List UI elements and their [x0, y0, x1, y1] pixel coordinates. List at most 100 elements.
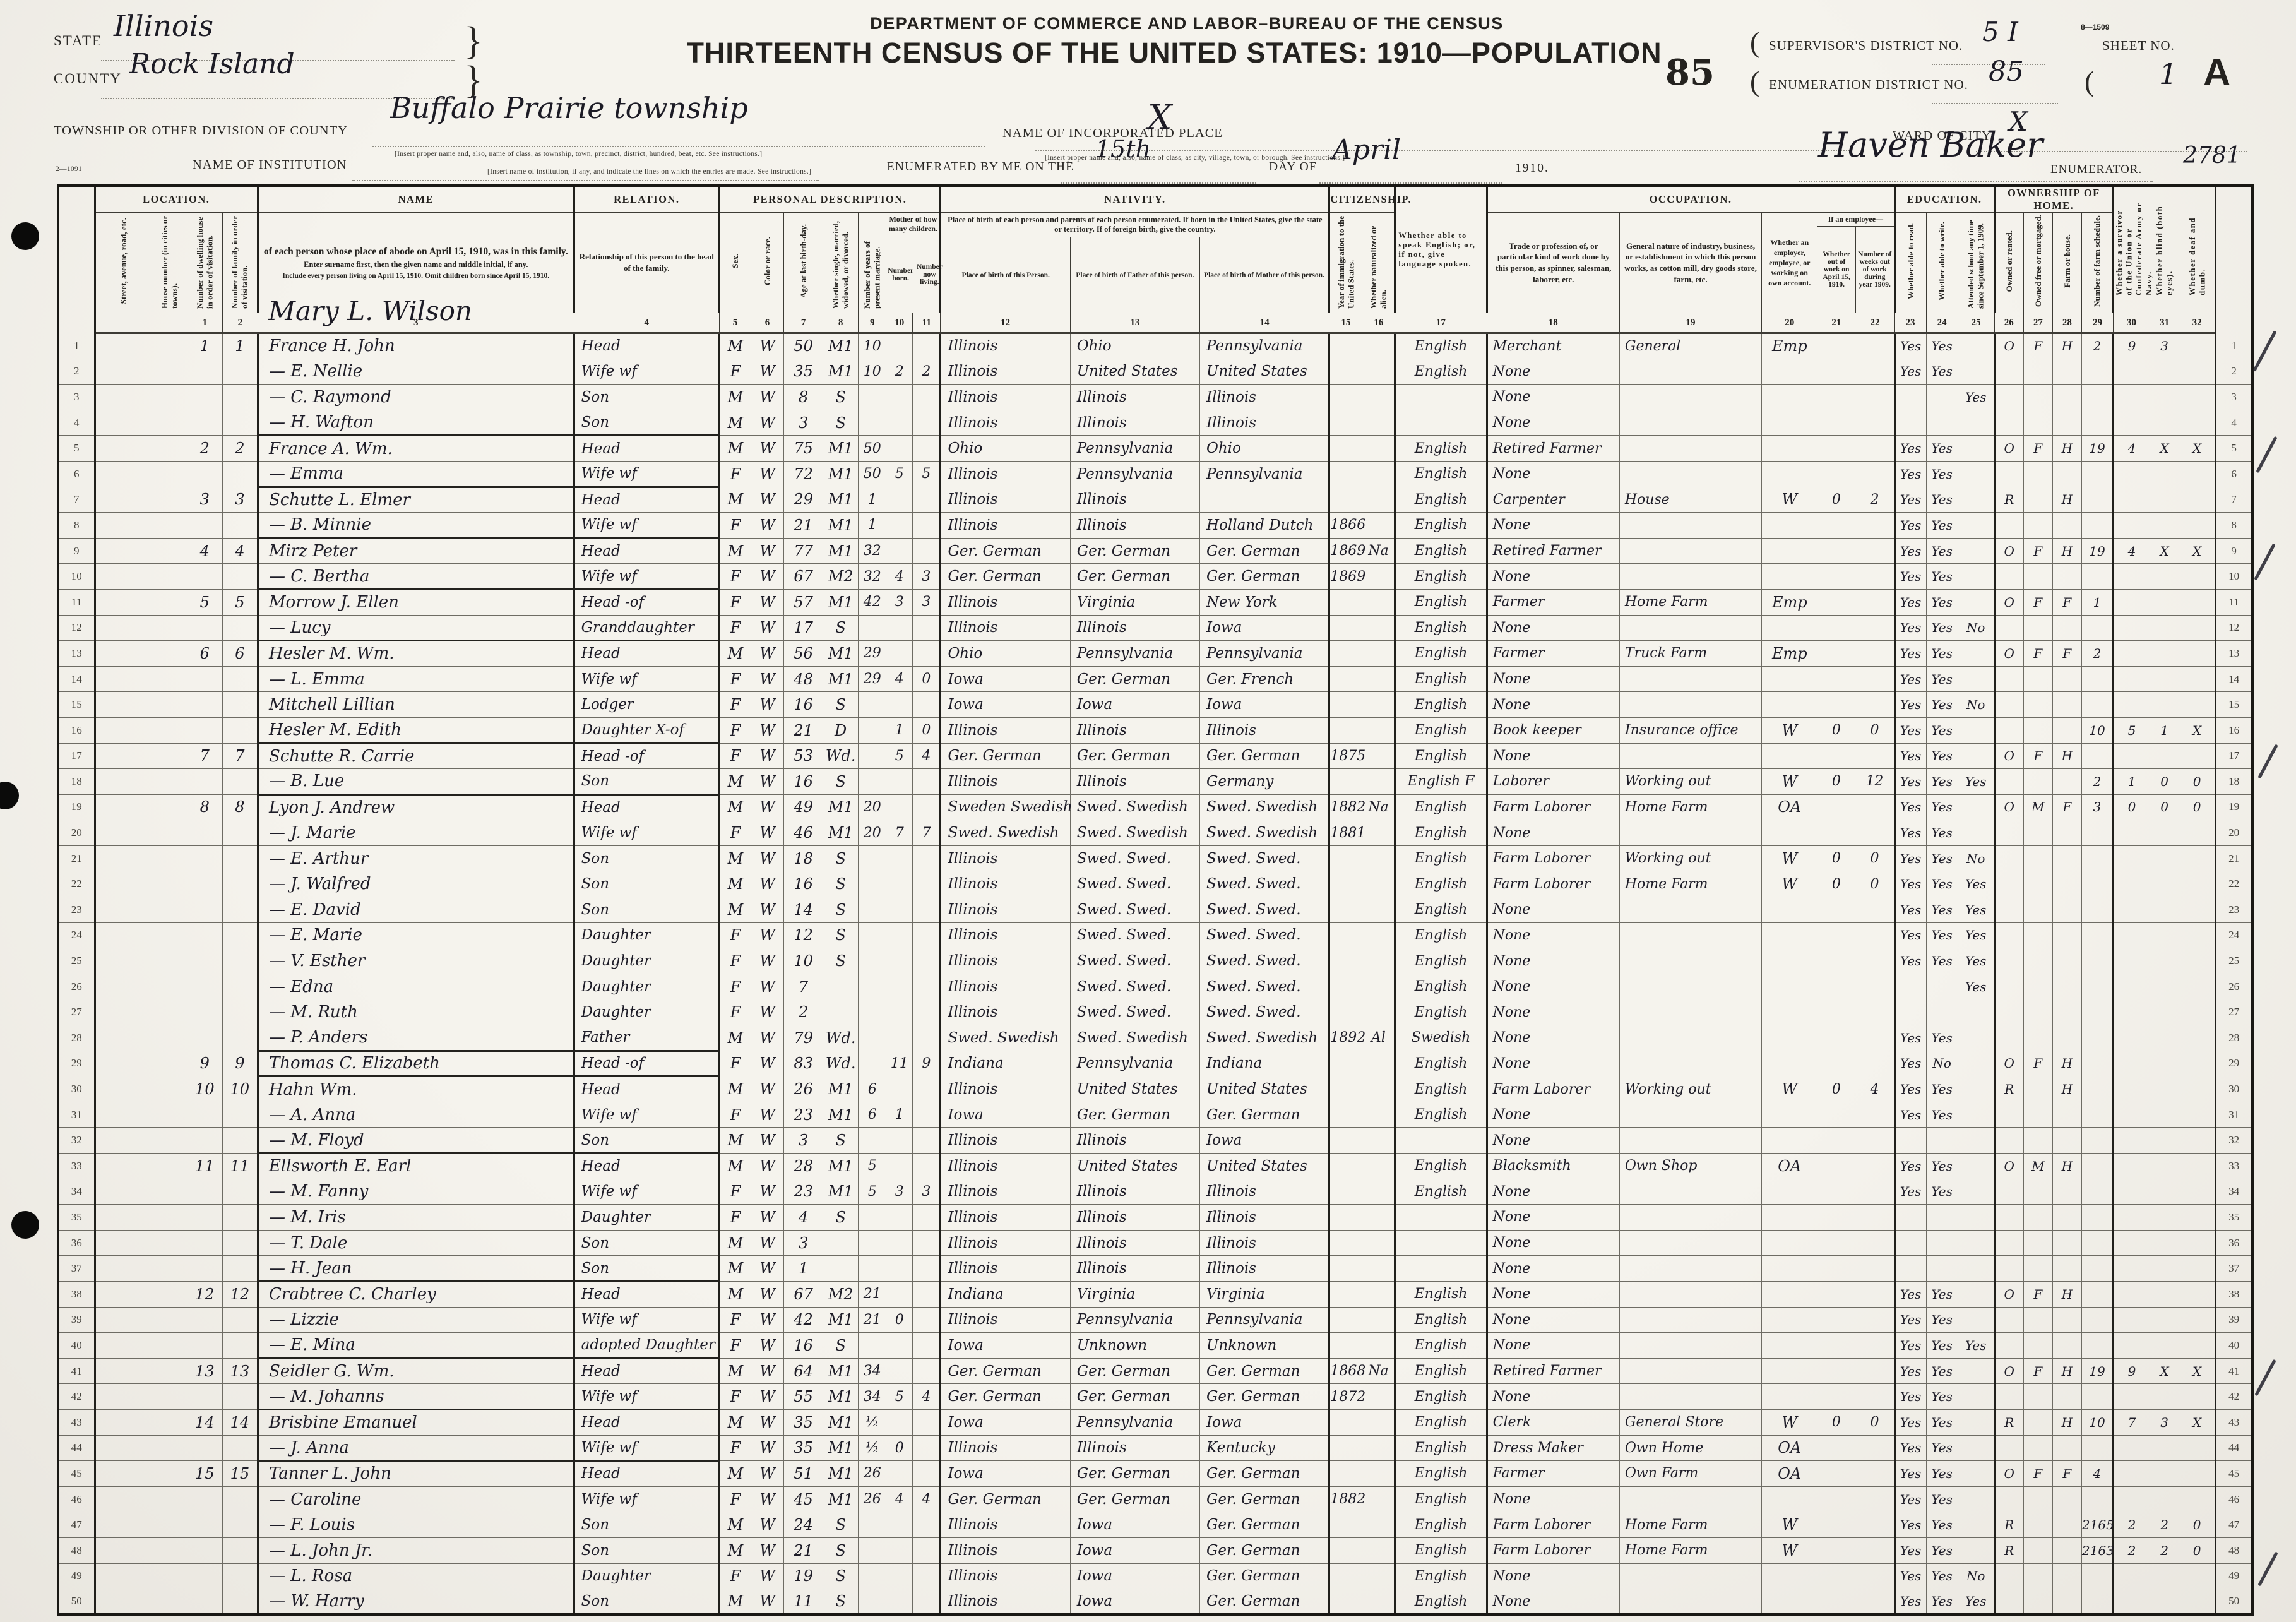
cell: [1362, 1127, 1396, 1154]
cell: W: [1761, 1512, 1818, 1538]
cell: [1619, 691, 1763, 718]
cell: W: [750, 1537, 785, 1564]
cell: [2150, 897, 2180, 923]
cell: M: [718, 1537, 752, 1564]
table-row: 21— E. Arthur Son M W 18 S Illinois Swed. Swed.…: [57, 845, 2253, 872]
line-number-header: [57, 185, 96, 333]
cell: None: [1485, 1332, 1620, 1359]
cell: English: [1394, 435, 1487, 462]
cell: [94, 948, 152, 974]
cell: Illinois: [1199, 409, 1330, 436]
cell: M1: [823, 1076, 859, 1102]
cell: [2081, 1434, 2114, 1462]
cell: 75: [783, 435, 824, 462]
cell: 3: [886, 1178, 913, 1205]
cell: [1328, 1563, 1363, 1590]
cell: [1957, 1306, 1995, 1333]
township-label: TOWNSHIP OR OTHER DIVISION OF COUNTY: [54, 124, 348, 138]
cell: [1619, 1050, 1763, 1077]
cell: [2023, 1589, 2053, 1615]
row-number: 50: [2215, 1589, 2253, 1615]
cell: [2150, 640, 2180, 667]
cell: M1: [823, 1460, 859, 1487]
cell: [1993, 1306, 2024, 1333]
cell: [2112, 1589, 2151, 1615]
cell: English: [1394, 665, 1487, 693]
cell: M: [718, 435, 752, 462]
township-value: Buffalo Prairie township: [390, 91, 748, 125]
cell: [2150, 1178, 2180, 1205]
supervisor-label: SUPERVISOR'S DISTRICT NO.: [1769, 38, 1963, 53]
cell: [2081, 845, 2114, 872]
cell: [1362, 1563, 1396, 1590]
cell: Yes: [1893, 1101, 1927, 1128]
cell: None: [1485, 1383, 1620, 1410]
cell: [2179, 1383, 2216, 1410]
cell: 0: [1817, 845, 1856, 872]
cell: [886, 691, 913, 718]
cell: Ger. German: [1069, 1383, 1201, 1410]
cell: Illinois: [939, 999, 1071, 1026]
cell: None: [1485, 1025, 1620, 1051]
cell: [186, 1178, 223, 1205]
cell: S: [823, 1537, 859, 1564]
cell: M: [718, 486, 752, 513]
cell: [151, 460, 187, 487]
cell: F: [2023, 1460, 2053, 1487]
cell: [2179, 1434, 2216, 1462]
cell: [858, 1563, 887, 1590]
cell: [2150, 1153, 2180, 1179]
cell: [2179, 1460, 2216, 1487]
table-row: 22— J. Walfred Son M W 16 S Illinois Swed. Swed…: [57, 871, 2253, 898]
cell: [1817, 1204, 1856, 1231]
cell: 2: [2081, 768, 2114, 795]
row-number: 25: [57, 948, 96, 974]
cell: Yes: [1893, 537, 1927, 564]
cell: 16: [783, 768, 824, 795]
cell: [2150, 563, 2180, 590]
cell: M: [718, 1280, 752, 1308]
cell: [2081, 1332, 2114, 1359]
cell: [2081, 358, 2114, 385]
table-row: 16 Hesler M. Edith Daughter X-of F W 21 D 1 0 Ill…: [57, 717, 2253, 744]
cell: [1761, 1563, 1818, 1590]
cell: Yes: [1925, 1512, 1958, 1538]
cell: [1855, 1178, 1895, 1205]
cell: 12: [222, 1280, 258, 1308]
cell: Hahn Wm.: [256, 1076, 574, 1102]
cell: [1855, 1460, 1895, 1487]
cell: [186, 460, 223, 487]
cell: Blacksmith: [1485, 1153, 1620, 1179]
cell: Illinois: [1069, 409, 1201, 436]
cell: [1817, 435, 1856, 462]
column-number: 23: [1894, 313, 1927, 334]
cell: Truck Farm: [1619, 640, 1763, 667]
cell: [2112, 871, 2151, 898]
cell: [2112, 563, 2151, 590]
cell: X: [2179, 537, 2216, 564]
cell: [1993, 384, 2024, 410]
cell: W: [750, 897, 785, 923]
cell: [2081, 486, 2114, 513]
cell: [186, 871, 223, 898]
cell: 2: [886, 358, 913, 385]
cell: [151, 1486, 187, 1513]
cell: W: [750, 1512, 785, 1538]
cell: 7: [886, 820, 913, 846]
column-birthplace-mother: Place of birth of Mother of this person.: [1204, 271, 1324, 279]
cell: — W. Harry: [256, 1589, 574, 1615]
cell: W: [750, 1255, 785, 1282]
state-brace: }: [464, 20, 483, 63]
row-number: 11: [57, 588, 96, 616]
cell: 4: [912, 1486, 941, 1513]
cell: F: [718, 717, 752, 744]
enumerator-name: Haven Baker: [1818, 125, 2043, 165]
sheet-label: SHEET NO.: [2102, 38, 2175, 53]
cell: S: [823, 845, 859, 872]
cell: Yes: [1893, 1383, 1927, 1410]
cell: [912, 409, 941, 436]
cell: 5: [912, 460, 941, 487]
cell: [912, 897, 941, 923]
cell: [1925, 1255, 1958, 1282]
cell: W: [750, 486, 785, 513]
